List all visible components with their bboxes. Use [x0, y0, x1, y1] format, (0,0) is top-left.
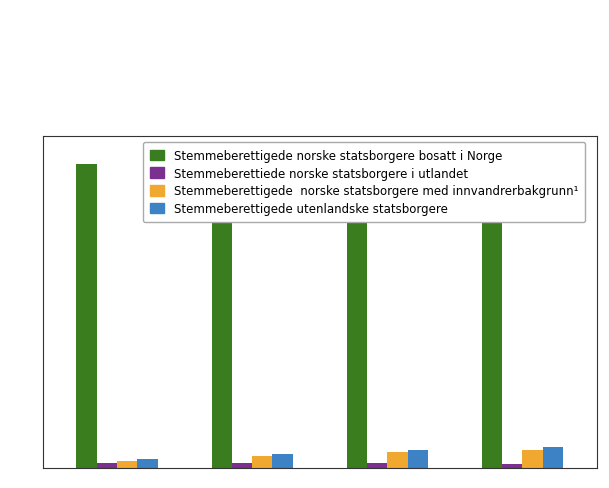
- Bar: [76, 164, 97, 468]
- Legend: Stemmeberettigede norske statsborgere bosatt i Norge, Stemmeberettiede norske st: Stemmeberettigede norske statsborgere bo…: [143, 142, 585, 223]
- Bar: [407, 450, 428, 468]
- Bar: [387, 452, 407, 468]
- Bar: [367, 464, 387, 468]
- Bar: [117, 461, 137, 468]
- Bar: [97, 464, 117, 468]
- Bar: [502, 464, 523, 468]
- Bar: [523, 449, 543, 468]
- Bar: [543, 447, 563, 468]
- Bar: [232, 463, 252, 468]
- Bar: [347, 168, 367, 468]
- Bar: [137, 459, 158, 468]
- Bar: [252, 456, 272, 468]
- Bar: [272, 454, 293, 468]
- Bar: [211, 158, 232, 468]
- Bar: [482, 178, 502, 468]
